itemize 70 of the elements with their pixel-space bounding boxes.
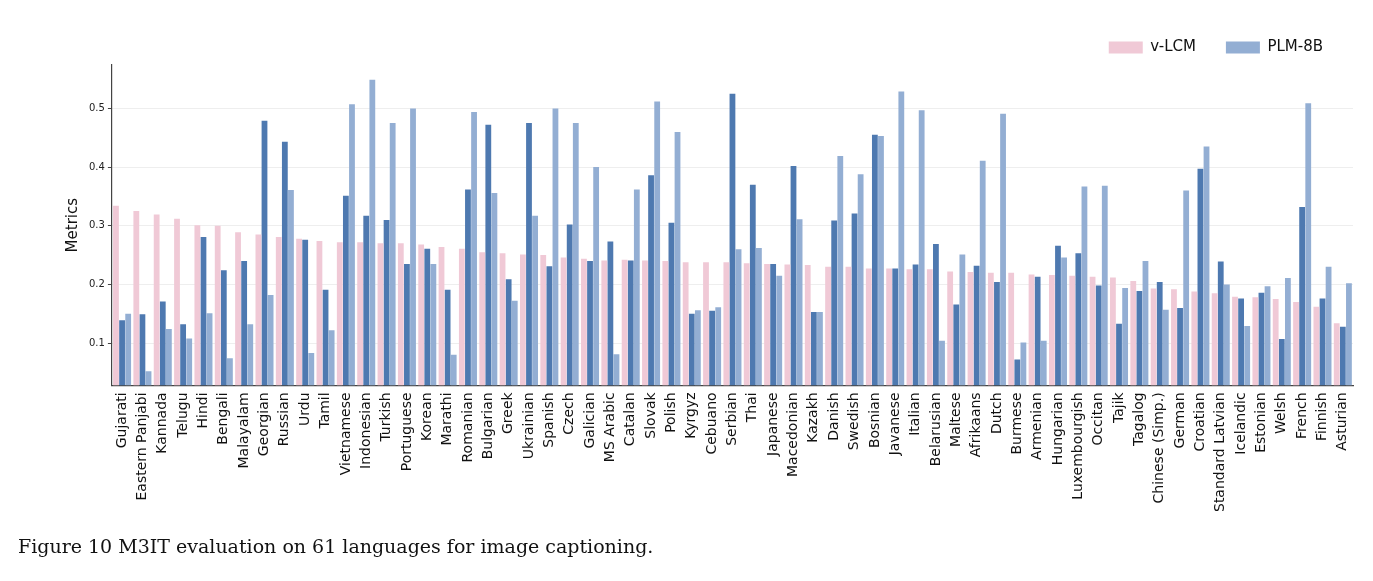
x-tick-label: Estonian — [1252, 392, 1269, 453]
caption: Figure 10 M3IT evaluation on 61 languages for image captioning. — [18, 535, 654, 557]
x-tick-label: Spanish — [539, 392, 556, 448]
x-tick-label: Urdu — [295, 392, 312, 426]
x-tick-label: Tagalog — [1130, 392, 1147, 447]
x-tick-label: Afrikaans — [967, 392, 984, 458]
x-tick-label: Portuguese — [397, 392, 414, 472]
x-tick-label: Belarusian — [926, 392, 943, 467]
x-tick-label: Bulgarian — [478, 392, 495, 460]
x-tick-label: Dutch — [987, 392, 1004, 435]
x-tick-label: Thai — [743, 392, 760, 424]
x-tick-label: Hindi — [194, 392, 211, 429]
y-tick-label: 0.4 — [89, 160, 105, 172]
x-tick-label: Kazakh — [804, 392, 821, 443]
x-tick-label: Marathi — [438, 392, 455, 446]
x-tick-label: French — [1292, 392, 1309, 439]
x-tick-label: MS Arabic — [601, 392, 618, 463]
x-tick-label: Catalan — [621, 392, 638, 447]
x-tick-label: Welsh — [1272, 392, 1289, 435]
x-tick-label: Gujarati — [112, 392, 129, 449]
x-tick-label: Japanese — [763, 392, 780, 457]
x-tick-label: Hungarian — [1048, 392, 1065, 466]
x-tick-label: Luxembourgish — [1068, 392, 1085, 500]
x-tick-label: Chinese (Simp.) — [1150, 392, 1167, 504]
x-tick-label: Telugu — [173, 392, 190, 439]
x-tick-label: Bengali — [214, 392, 231, 445]
x-tick-label: Kannada — [153, 392, 170, 454]
x-tick-label: Kyrgyz — [682, 392, 699, 439]
x-tick-label: Italian — [906, 392, 923, 436]
x-tick-label: Croatian — [1191, 392, 1208, 452]
x-tick-label: Swedish — [845, 392, 862, 451]
legend-label: v-LCM — [1150, 37, 1196, 56]
x-tick-label: Czech — [560, 392, 577, 435]
y-tick-label: 0.1 — [89, 336, 105, 348]
x-tick-label: Slovak — [641, 391, 658, 439]
y-tick-label: 0.3 — [89, 219, 105, 231]
x-tick-label: Georgian — [255, 392, 272, 457]
y-axis-title: Metrics — [62, 197, 81, 253]
x-tick-label: Macedonian — [784, 392, 801, 477]
y-tick-label: 0.2 — [89, 278, 105, 290]
x-tick-label: Tamil — [316, 392, 333, 430]
x-tick-label: Icelandic — [1231, 392, 1248, 455]
x-tick-label: Russian — [275, 392, 292, 447]
x-tick-label: Burmese — [1007, 392, 1024, 455]
x-tick-label: Malayalam — [234, 392, 251, 469]
x-tick-label: Romanian — [458, 392, 475, 463]
x-tick-label: Galician — [580, 392, 597, 449]
x-tick-label: Greek — [499, 391, 516, 434]
x-tick-label: Vietnamese — [336, 392, 353, 476]
x-tick-label: Occitan — [1089, 392, 1106, 446]
x-tick-label: Turkish — [377, 392, 394, 443]
x-tick-label: Ukrainian — [519, 392, 536, 460]
x-tick-label: Armenian — [1028, 392, 1045, 460]
x-tick-label: Standard Latvian — [1211, 392, 1228, 512]
x-tick-label: Bosnian — [865, 392, 882, 449]
x-tick-label: German — [1170, 392, 1187, 449]
x-tick-label: Maltese — [946, 392, 963, 447]
x-tick-label: Serbian — [723, 392, 740, 446]
x-tick-label: Finnish — [1313, 392, 1330, 442]
x-tick-label: Danish — [824, 392, 841, 441]
x-tick-label: Asturian — [1333, 392, 1350, 451]
x-tick-label: Indonesian — [356, 392, 373, 469]
y-tick-label: 0.5 — [89, 102, 105, 114]
x-tick-label: Javanese — [885, 392, 902, 457]
x-tick-label: Tajik — [1109, 391, 1126, 425]
legend-label: PLM-8B — [1267, 37, 1323, 56]
x-tick-label: Polish — [662, 392, 679, 433]
x-tick-label: Eastern Panjabi — [133, 392, 150, 501]
x-tick-label: Cebuano — [702, 392, 719, 455]
x-tick-label: Korean — [417, 392, 434, 441]
